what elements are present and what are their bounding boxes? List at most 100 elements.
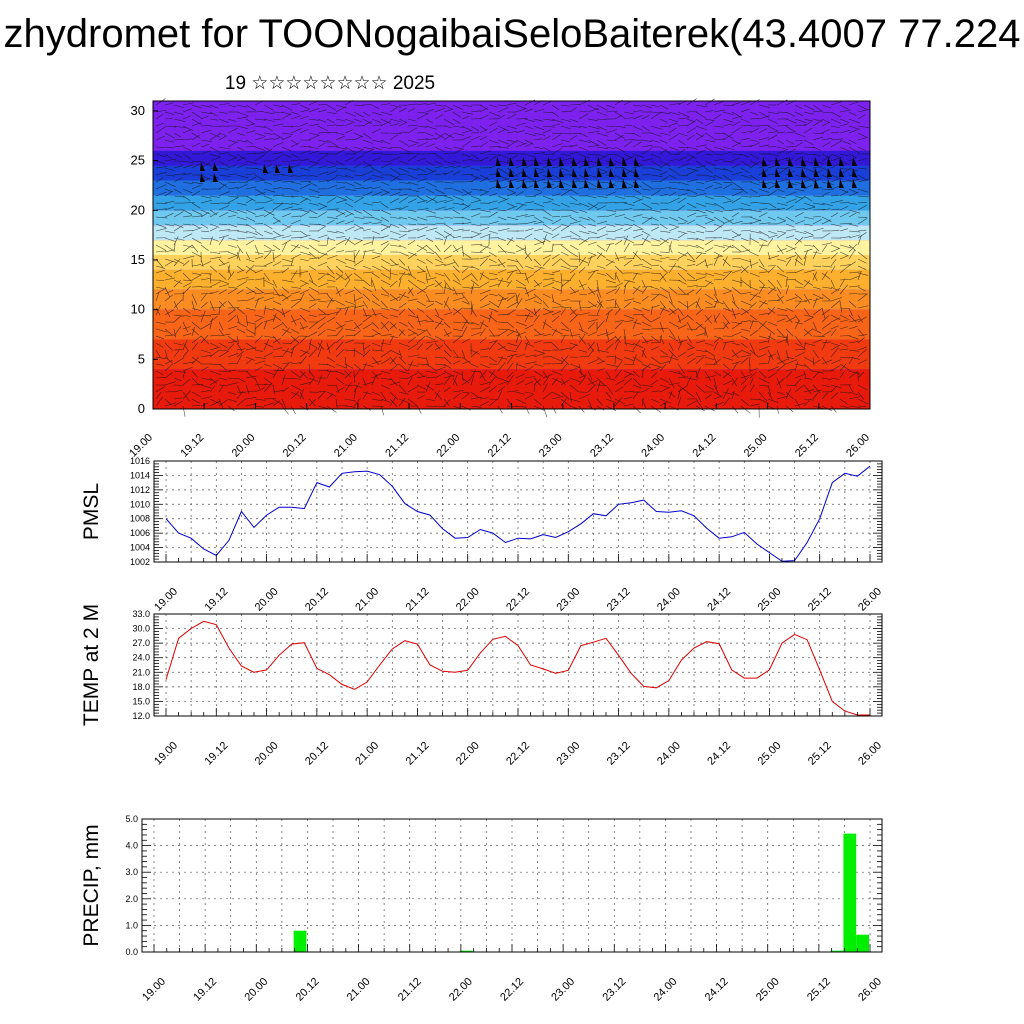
wind-barb [695,104,708,108]
wind-barb [263,199,275,204]
wind-barb [218,205,229,211]
wind-barb [182,272,192,282]
wind-barb [209,153,222,158]
wind-barb [677,265,688,272]
wind-barb [389,230,401,236]
wind-barb [164,289,174,295]
wind-barb [434,263,447,267]
wind-barb [623,167,635,174]
wind-barb [587,341,595,351]
wind-barb [191,142,200,148]
wind-barb [155,328,167,333]
wind-barb [695,323,703,330]
wind-barb [650,366,663,372]
wind-barb [740,237,749,242]
wind-barb [704,370,711,382]
wind-barb [803,314,814,318]
wind-barb [515,179,526,183]
wind-barb [416,265,426,273]
wind-barb [182,233,193,239]
wind-barb [236,265,244,271]
wind-barb [731,197,742,204]
wind-barb [632,405,641,414]
wind-barb [236,269,245,274]
wind-barb [380,225,392,232]
wind-barb [587,139,599,146]
wind-barb [731,342,740,346]
wind-barb [803,363,814,373]
wind-barb [452,146,465,150]
wind-barb [335,370,345,376]
wind-barb [497,330,508,337]
wind-barb [245,209,256,215]
wind-barb [281,374,286,386]
wind-barb [236,335,240,344]
wind-barb [695,300,701,310]
wind-barb [677,216,688,223]
wind-barb [758,212,768,218]
wind-barb [731,307,737,319]
wind-barb [677,181,689,186]
wind-barb [794,188,805,192]
wind-barb [470,125,479,132]
wind-barb [758,104,770,108]
wind-barb [722,321,730,330]
wind-barb [263,237,276,240]
wind-barb [182,369,186,379]
wind-barb [677,376,689,379]
wind-barb [335,160,345,166]
wind-barb [596,226,607,232]
wind-barb [740,320,751,323]
wind-barb [740,357,749,365]
wind-barb [416,141,428,148]
wind-barb [578,293,588,296]
wind-barb [677,193,688,197]
wind-barb [650,226,659,232]
wind-barb [371,179,380,183]
wind-barb [173,165,183,169]
x-tick-label: 25.12 [805,976,833,1004]
wind-barb [704,384,715,391]
wind-barb [506,355,514,365]
wind-barb [407,286,414,297]
wind-barb [371,293,380,301]
wind-barb [740,374,753,379]
wind-barb [191,405,201,407]
wind-barb [839,278,846,288]
wind-barb [704,216,715,221]
wind-barb [407,188,420,193]
wind-barb [749,139,759,142]
wind-barb [533,314,540,323]
wind-barb [641,230,651,236]
wind-barb [758,222,771,225]
wind-barb [173,236,179,246]
wind-barb [308,251,317,259]
wind-barb [740,405,751,414]
wind-barb [281,309,291,316]
wind-barb [848,139,857,144]
wind-barb [704,153,714,156]
wind-barb [497,342,508,351]
wind-barb [488,221,499,225]
wind-barb [380,191,390,197]
wind-barb [488,369,496,379]
wind-barb [569,216,578,222]
wind-barb [848,101,859,106]
wind-barb [308,118,320,121]
wind-barb [191,356,200,365]
wind-barb [254,360,266,365]
wind-barb [317,340,323,351]
wind-barb [605,258,615,264]
wind-barb [470,304,474,316]
wind-barb [290,115,301,120]
y-tick-label: 5 [138,351,145,366]
wind-barb [632,313,645,316]
wind-barb [641,397,644,407]
wind-flag [509,179,514,188]
wind-flag [200,162,205,171]
wind-barb [479,255,491,260]
wind-barb [533,146,544,149]
wind-barb [578,180,588,183]
wind-barb [416,200,428,204]
wind-barb [497,405,503,414]
